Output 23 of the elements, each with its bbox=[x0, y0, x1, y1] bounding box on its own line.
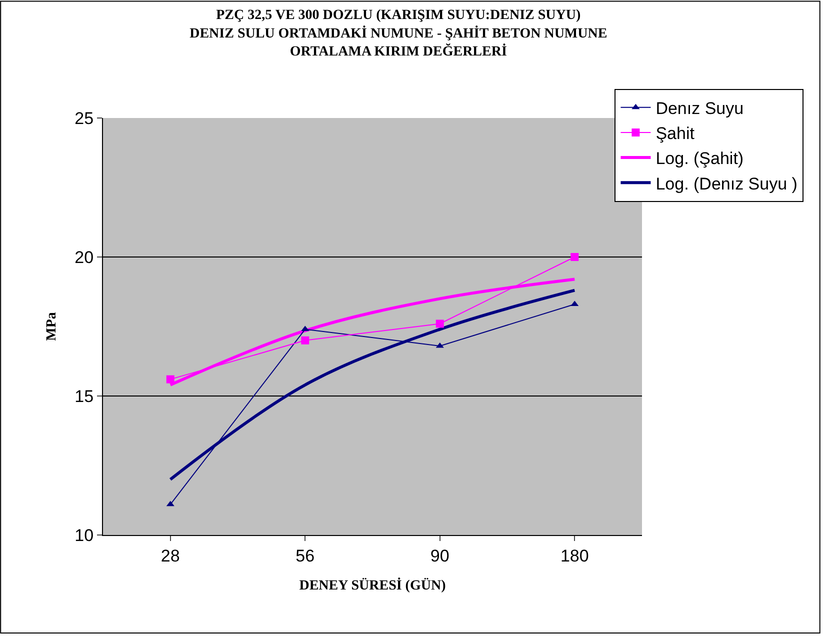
legend-label: Log. (Denız Suyu ) bbox=[656, 174, 798, 194]
point bbox=[301, 336, 310, 344]
legend-label: Şahit bbox=[656, 124, 695, 144]
point bbox=[301, 326, 310, 332]
point bbox=[166, 375, 174, 384]
point bbox=[570, 300, 579, 306]
legend-label: Log. (Şahit) bbox=[656, 149, 744, 168]
y-tick-label: 20 bbox=[74, 248, 94, 267]
point bbox=[436, 320, 444, 328]
y-axis-title: MPa bbox=[44, 312, 60, 341]
point bbox=[570, 253, 579, 261]
x-tick-label: 180 bbox=[560, 546, 589, 566]
x-tick-label: 56 bbox=[296, 546, 315, 566]
x-tick-label: 28 bbox=[160, 546, 180, 566]
x-tick-label: 90 bbox=[430, 546, 450, 566]
y-tick-label: 25 bbox=[74, 108, 94, 128]
legend-label: Denız Suyu bbox=[656, 98, 744, 118]
y-tick-label: 10 bbox=[74, 526, 94, 545]
x-axis-title: DENEY SÜRESİ (GÜN) bbox=[299, 578, 446, 594]
chart-title: PZÇ 32,5 VE 300 DOZLU (KARIŞIM SUYU:DENIZ SUYU) DENIZ SULU ORTAMDAKİ NUMUNE - ŞAHİT BETON NUMUNE ORTALAMA KIRIM DEĞERLERİ bbox=[190, 8, 608, 60]
y-tick-label: 15 bbox=[74, 386, 94, 406]
point bbox=[166, 500, 174, 506]
point bbox=[436, 342, 444, 348]
